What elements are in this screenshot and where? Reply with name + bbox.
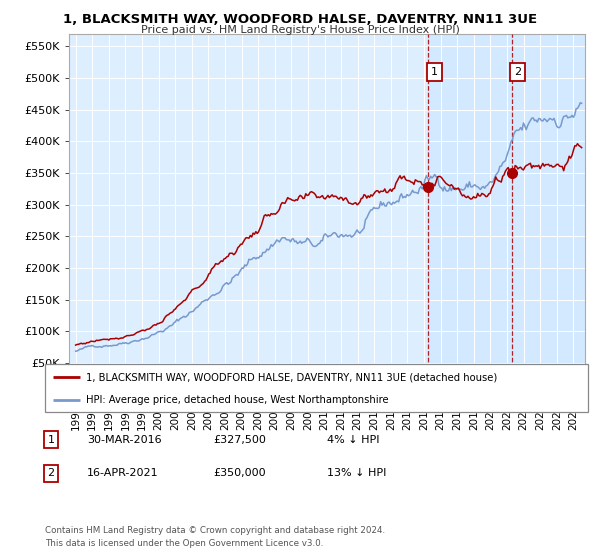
Text: £350,000: £350,000 — [213, 468, 266, 478]
Text: £327,500: £327,500 — [213, 435, 266, 445]
Text: Price paid vs. HM Land Registry's House Price Index (HPI): Price paid vs. HM Land Registry's House … — [140, 25, 460, 35]
Text: 1: 1 — [47, 435, 55, 445]
Text: 1, BLACKSMITH WAY, WOODFORD HALSE, DAVENTRY, NN11 3UE (detached house): 1, BLACKSMITH WAY, WOODFORD HALSE, DAVEN… — [86, 372, 497, 382]
Text: 13% ↓ HPI: 13% ↓ HPI — [327, 468, 386, 478]
Text: 30-MAR-2016: 30-MAR-2016 — [87, 435, 161, 445]
Text: 4% ↓ HPI: 4% ↓ HPI — [327, 435, 380, 445]
Text: 1: 1 — [431, 67, 437, 77]
Text: 2: 2 — [47, 468, 55, 478]
Text: 1, BLACKSMITH WAY, WOODFORD HALSE, DAVENTRY, NN11 3UE: 1, BLACKSMITH WAY, WOODFORD HALSE, DAVEN… — [63, 13, 537, 26]
FancyBboxPatch shape — [45, 364, 588, 412]
Text: 2: 2 — [514, 67, 521, 77]
Text: 16-APR-2021: 16-APR-2021 — [87, 468, 158, 478]
Text: Contains HM Land Registry data © Crown copyright and database right 2024.
This d: Contains HM Land Registry data © Crown c… — [45, 526, 385, 548]
Bar — [428, 34, 587, 395]
Text: HPI: Average price, detached house, West Northamptonshire: HPI: Average price, detached house, West… — [86, 395, 388, 405]
